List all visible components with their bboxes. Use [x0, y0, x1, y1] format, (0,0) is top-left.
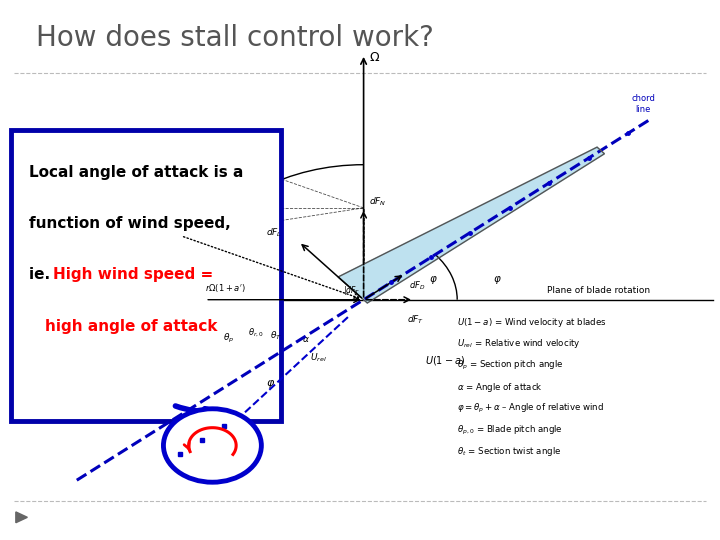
- Text: $\varphi$: $\varphi$: [429, 274, 438, 286]
- Text: $U(1-a)$ = Wind velocity at blades: $U(1-a)$ = Wind velocity at blades: [457, 316, 607, 329]
- Text: $\alpha$ = Angle of attack: $\alpha$ = Angle of attack: [457, 381, 543, 394]
- Text: $r\Omega(1+a')$: $r\Omega(1+a')$: [205, 282, 246, 294]
- Text: $U_{rel}$ = Relative wind velocity: $U_{rel}$ = Relative wind velocity: [457, 338, 581, 350]
- Text: $\varphi$: $\varphi$: [493, 274, 502, 286]
- Polygon shape: [338, 147, 605, 303]
- Text: $|dF_T$: $|dF_T$: [343, 284, 360, 297]
- Text: $\Omega$: $\Omega$: [369, 51, 379, 64]
- Text: chord
line: chord line: [631, 94, 655, 114]
- Text: $U_{rel}$: $U_{rel}$: [310, 351, 326, 363]
- Text: $\theta_p$: $\theta_p$: [223, 332, 235, 345]
- Circle shape: [163, 409, 261, 482]
- Text: $\theta_{p,0}$ = Blade pitch angle: $\theta_{p,0}$ = Blade pitch angle: [457, 424, 563, 437]
- Text: $\varphi$: $\varphi$: [266, 378, 276, 390]
- Text: $\theta_T$: $\theta_T$: [270, 329, 282, 342]
- Text: $\theta_{r,0}$: $\theta_{r,0}$: [248, 327, 264, 339]
- Text: High wind speed =: High wind speed =: [53, 267, 213, 282]
- Text: $dF_T$: $dF_T$: [407, 313, 424, 326]
- Text: $U(1-a)$: $U(1-a)$: [425, 354, 465, 367]
- Polygon shape: [16, 512, 27, 523]
- Text: high angle of attack: high angle of attack: [45, 319, 217, 334]
- Text: How does stall control work?: How does stall control work?: [36, 24, 434, 52]
- Text: $\varphi = \theta_p + \alpha$ – Angle of relative wind: $\varphi = \theta_p + \alpha$ – Angle of…: [457, 402, 604, 415]
- Text: Plane of blade rotation: Plane of blade rotation: [547, 286, 650, 295]
- Text: Local angle of attack is a: Local angle of attack is a: [29, 165, 243, 180]
- Text: $\theta_t$ = Section twist angle: $\theta_t$ = Section twist angle: [457, 446, 562, 458]
- Text: $\theta_p$ = Section pitch angle: $\theta_p$ = Section pitch angle: [457, 359, 564, 372]
- Text: function of wind speed,: function of wind speed,: [29, 216, 230, 231]
- Text: $\alpha$: $\alpha$: [302, 335, 310, 344]
- Text: $dF_L$: $dF_L$: [266, 227, 282, 239]
- Text: $dF_{N}$: $dF_{N}$: [369, 195, 387, 208]
- FancyBboxPatch shape: [11, 130, 281, 421]
- Text: $dF_D$: $dF_D$: [408, 279, 425, 292]
- Text: ie.: ie.: [29, 267, 55, 282]
